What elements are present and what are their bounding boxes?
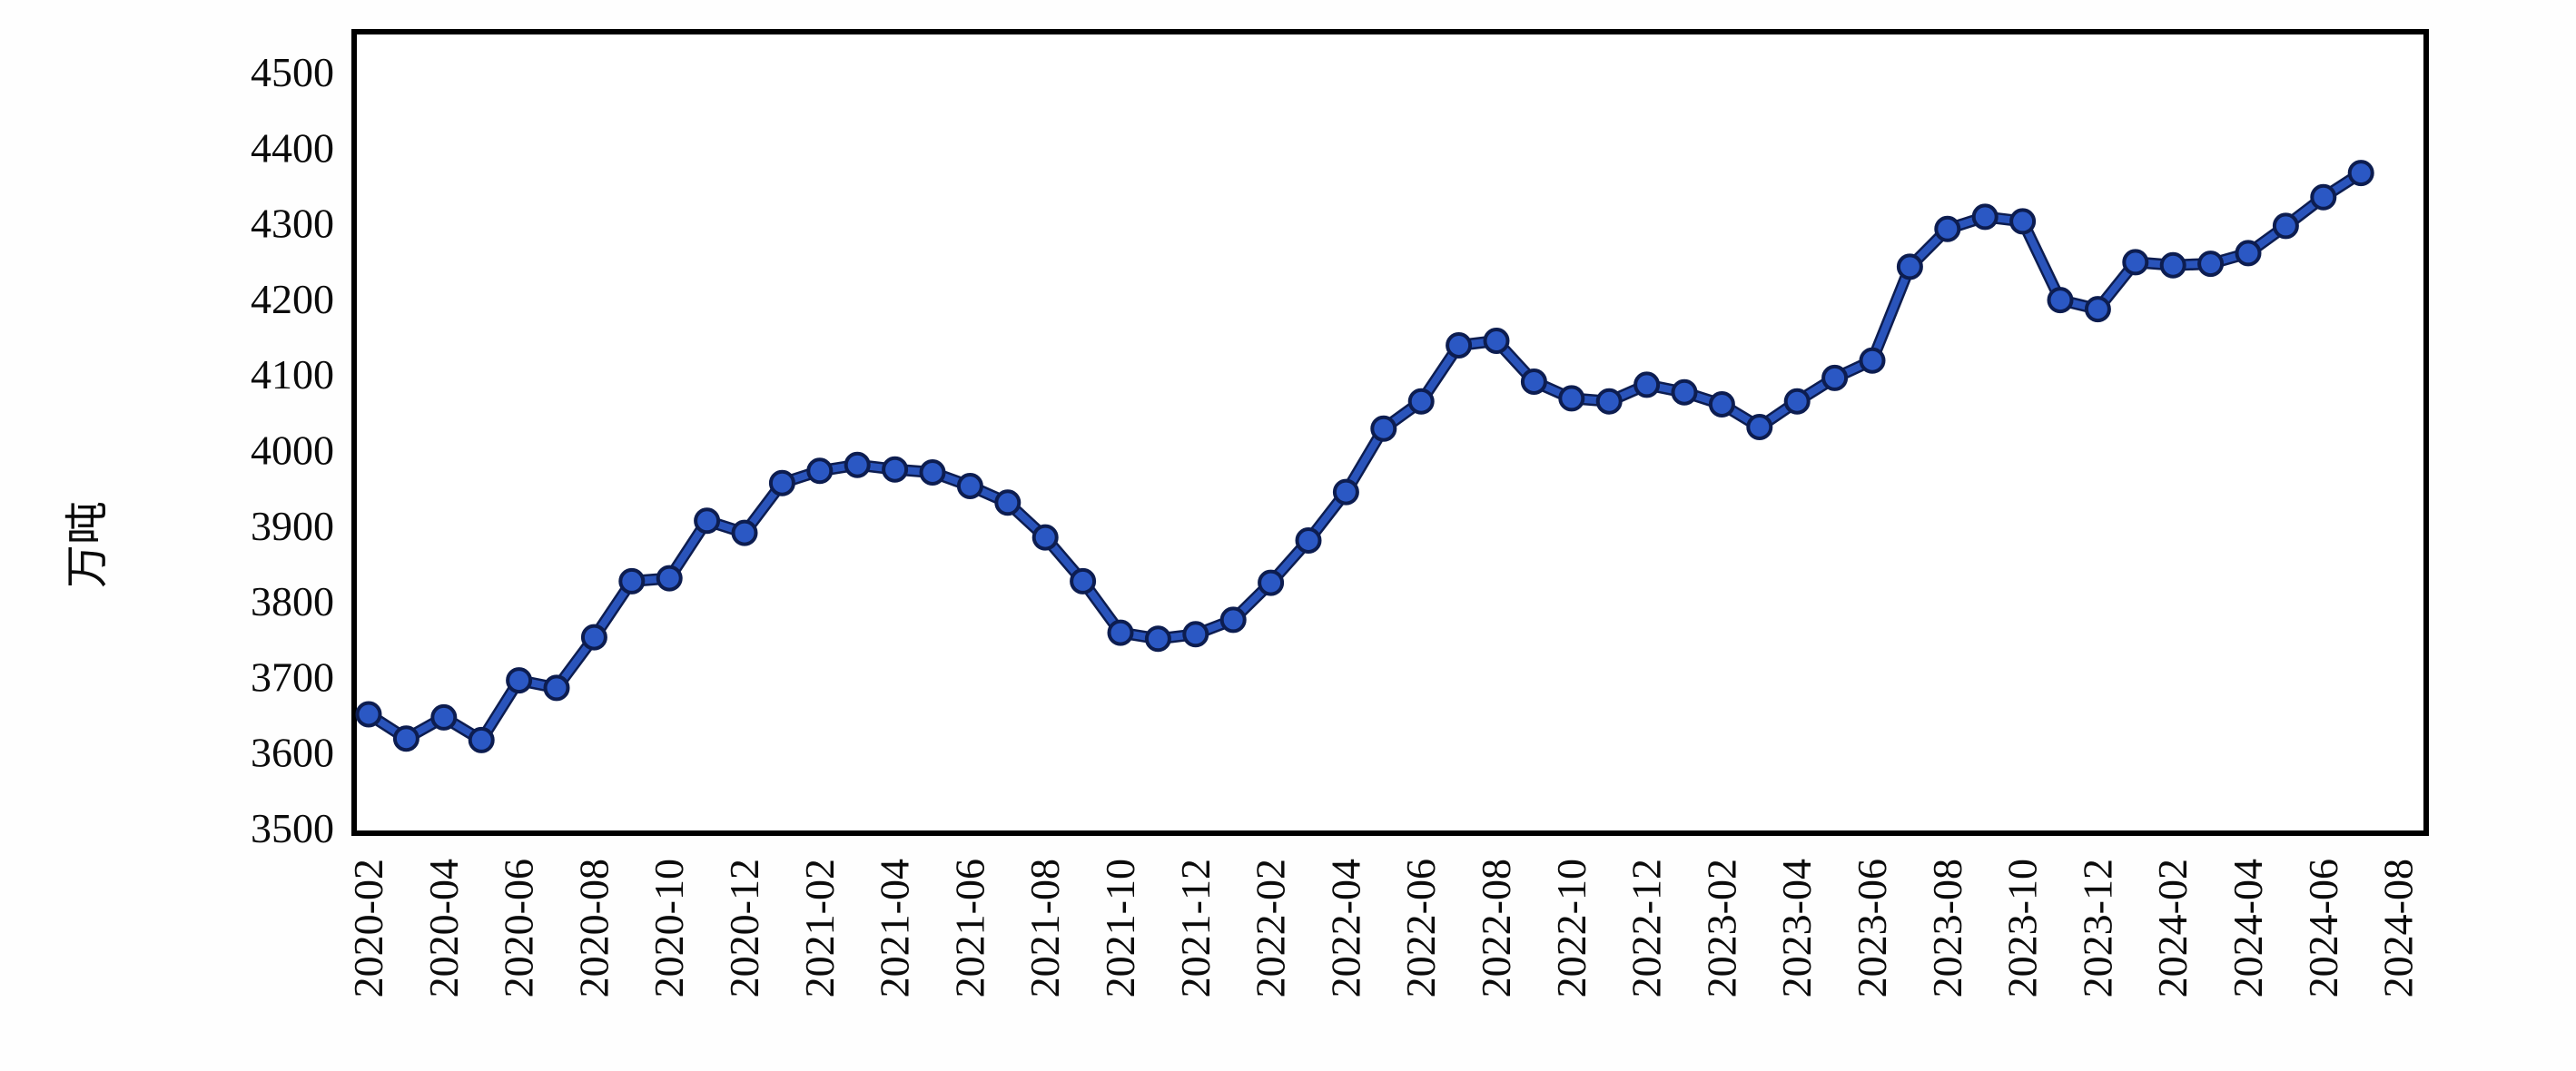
x-tick-label: 2024-06 [2300,859,2346,997]
data-point [882,456,909,483]
x-tick-label: 2020-10 [646,859,692,997]
data-point [1370,415,1397,442]
data-point [2084,296,2111,323]
data-point [2009,208,2037,235]
data-point [392,725,419,752]
x-axis-ticks: 2020-02 2020-04 2020-06 2020-08 2020-10 2020-… [345,859,2422,997]
x-tick-label: 2023-04 [1773,859,1820,997]
y-tick-label: 3700 [251,653,334,700]
data-point [1483,328,1510,354]
data-point [2047,287,2074,314]
y-tick-label: 4200 [251,276,334,322]
data-point [1934,215,1961,242]
data-point [1107,619,1134,646]
data-point [1407,388,1435,415]
data-point [1031,524,1059,551]
data-point [1595,388,1623,415]
x-tick-label: 2023-12 [2074,859,2120,997]
data-point [656,565,683,592]
data-point [768,469,795,496]
data-point [1295,527,1322,554]
data-point [1219,606,1247,634]
data-point [2122,249,2149,276]
data-point [430,703,458,731]
data-point [1633,371,1661,398]
data-point [618,567,646,594]
y-tick-label: 4100 [251,351,334,398]
data-point [1746,414,1773,440]
data-point [2347,160,2374,187]
x-tick-label: 2021-04 [872,859,918,997]
x-tick-label: 2022-02 [1248,859,1294,997]
data-point [1520,368,1547,395]
data-point [1783,388,1811,415]
data-point [694,507,721,535]
x-tick-label: 2023-10 [1999,859,2046,997]
data-point [543,674,570,702]
y-tick-label: 4000 [251,427,334,474]
x-tick-label: 2020-06 [496,859,542,997]
data-point [1708,391,1735,418]
y-tick-label: 4500 [251,49,334,95]
data-point [2197,251,2225,278]
x-tick-label: 2022-04 [1322,859,1368,997]
y-axis-ticks: 3500 3600 3700 3800 3900 4000 4100 4200 4300 4400… [251,49,334,851]
x-tick-label: 2020-04 [420,859,467,997]
x-tick-label: 2023-06 [1849,859,1895,997]
x-tick-label: 2023-02 [1698,859,1744,997]
x-tick-label: 2022-06 [1397,859,1444,997]
data-point [1070,567,1097,594]
data-point [1558,385,1585,412]
y-axis-title: 万吨 [64,501,112,588]
data-point [1859,347,1886,374]
y-tick-label: 3600 [251,730,334,776]
data-point [2310,183,2337,211]
x-tick-label: 2020-08 [570,859,617,997]
x-tick-label: 2022-08 [1473,859,1519,997]
data-point [994,489,1022,516]
x-tick-label: 2021-02 [796,859,843,997]
data-point [468,726,495,753]
data-point [1144,625,1171,653]
x-tick-label: 2021-12 [1172,859,1219,997]
x-tick-label: 2024-04 [2225,859,2271,997]
y-tick-label: 4400 [251,124,334,171]
y-tick-label: 3500 [251,805,334,851]
x-tick-label: 2024-08 [2375,859,2422,997]
x-tick-label: 2023-08 [1924,859,1970,997]
y-tick-label: 4300 [251,201,334,247]
x-tick-label: 2021-06 [946,859,992,997]
data-series [355,160,2374,753]
data-point [844,451,871,478]
data-point [2235,240,2262,267]
data-point [1182,621,1209,648]
y-tick-label: 3800 [251,578,334,624]
data-point [1258,569,1285,596]
data-point [731,519,758,546]
data-point [580,624,607,651]
x-tick-label: 2020-12 [721,859,767,997]
x-tick-label: 2020-02 [345,859,391,997]
x-tick-label: 2021-08 [1022,859,1068,997]
data-point [956,473,983,499]
data-point [919,459,946,486]
data-point [2272,212,2299,240]
data-point [1821,364,1849,391]
data-point [1671,378,1698,406]
data-point [506,667,533,694]
data-point [355,701,382,728]
data-point [1446,332,1473,359]
x-tick-label: 2022-10 [1548,859,1594,997]
x-tick-label: 2024-02 [2149,859,2196,997]
data-point [806,457,834,485]
x-tick-label: 2021-10 [1097,859,1143,997]
data-point [1971,203,1999,231]
data-point [2159,251,2186,279]
data-point [1896,253,1923,280]
x-tick-label: 2022-12 [1624,859,1670,997]
data-point [1332,478,1359,506]
y-tick-label: 3900 [251,503,334,549]
